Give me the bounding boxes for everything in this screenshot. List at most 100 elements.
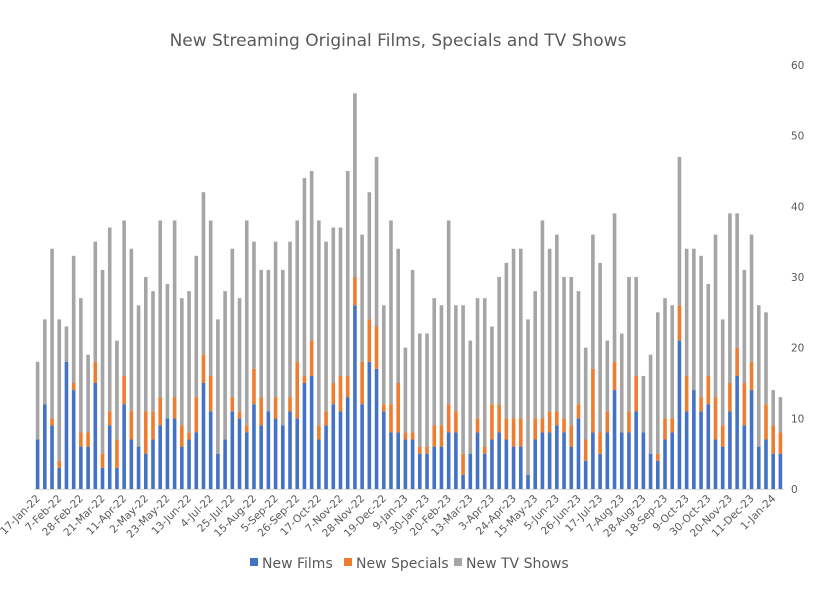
- bar-film-40: [324, 425, 328, 489]
- bar-special-8: [93, 361, 98, 383]
- bar-film-89: [677, 340, 682, 489]
- bar-special-64: [497, 404, 501, 433]
- bar-tv-69: [533, 291, 538, 419]
- bar-tv-66: [511, 248, 516, 419]
- bar-special-7: [86, 432, 90, 447]
- bar-special-73: [562, 418, 566, 433]
- bar-film-27: [230, 411, 235, 489]
- bar-tv-17: [158, 220, 163, 398]
- bar-film-101: [764, 439, 768, 489]
- bar-special-58: [454, 411, 458, 433]
- bar-film-42: [338, 411, 343, 489]
- bar-tv-81: [619, 333, 624, 433]
- bar-film-56: [439, 446, 444, 489]
- bar-special-38: [309, 340, 314, 376]
- bar-film-102: [771, 453, 775, 489]
- bar-special-78: [598, 432, 602, 454]
- bar-film-13: [129, 439, 134, 489]
- bar-film-22: [194, 432, 199, 489]
- bar-film-75: [576, 418, 581, 489]
- bar-tv-32: [266, 269, 271, 412]
- bar-tv-3: [57, 319, 62, 461]
- bar-tv-31: [259, 269, 263, 398]
- bar-special-76: [583, 439, 588, 461]
- bar-film-2: [50, 425, 54, 489]
- bar-special-62: [482, 446, 487, 454]
- x-axis-ticks: 17-Jan-227-Feb-2228-Feb-2221-Mar-2211-Ap…: [0, 492, 779, 540]
- bar-tv-57: [446, 220, 451, 405]
- bar-tv-9: [100, 269, 105, 454]
- y-tick-label: 30: [791, 272, 804, 284]
- y-tick-label: 20: [791, 343, 804, 355]
- bar-film-92: [699, 411, 703, 489]
- bar-special-30: [252, 368, 256, 405]
- bar-special-42: [338, 375, 343, 412]
- bar-film-4: [64, 361, 69, 489]
- bar-special-95: [720, 425, 725, 447]
- bar-film-98: [742, 425, 747, 489]
- bar-film-66: [511, 446, 516, 489]
- bar-special-22: [194, 397, 199, 433]
- bar-film-83: [634, 411, 638, 489]
- bar-tv-28: [237, 298, 242, 412]
- bar-film-59: [461, 474, 465, 489]
- bar-film-55: [432, 446, 437, 489]
- bar-tv-7: [86, 354, 90, 433]
- bar-film-28: [237, 418, 242, 489]
- bar-special-31: [259, 397, 263, 426]
- bar-special-67: [518, 418, 523, 447]
- bar-tv-13: [129, 248, 134, 412]
- bar-film-61: [475, 432, 480, 489]
- y-tick-label: 60: [791, 60, 804, 72]
- bar-film-69: [533, 439, 538, 489]
- bar-special-96: [728, 383, 732, 412]
- bar-special-5: [71, 383, 76, 391]
- bar-special-37: [302, 375, 307, 383]
- bar-film-7: [86, 446, 90, 489]
- bars-group: [35, 93, 783, 489]
- bar-special-23: [201, 354, 206, 383]
- bar-special-94: [713, 397, 718, 440]
- bar-film-20: [180, 446, 184, 489]
- bar-tv-61: [475, 298, 480, 419]
- bar-special-40: [324, 411, 328, 426]
- bar-special-102: [771, 425, 775, 454]
- bar-tv-63: [490, 326, 494, 405]
- bar-tv-16: [151, 291, 155, 412]
- bar-film-1: [43, 404, 47, 489]
- bar-film-24: [208, 411, 213, 489]
- bar-tv-5: [71, 255, 76, 383]
- bar-film-17: [158, 425, 163, 489]
- bar-tv-1: [43, 319, 47, 405]
- bar-special-65: [504, 418, 509, 440]
- bar-special-46: [367, 319, 372, 362]
- bar-special-13: [129, 411, 134, 440]
- bar-film-67: [518, 446, 523, 489]
- bar-tv-87: [663, 298, 667, 419]
- bar-tv-100: [756, 305, 761, 447]
- bar-special-99: [749, 361, 754, 391]
- bar-tv-4: [64, 326, 69, 362]
- bar-tv-10: [107, 227, 112, 412]
- bar-tv-21: [187, 291, 191, 433]
- bar-film-86: [656, 460, 660, 489]
- bar-tv-60: [468, 340, 473, 454]
- y-axis-ticks: 0 10 20 30 40 50 60: [791, 60, 804, 496]
- bar-tv-89: [677, 156, 682, 306]
- bar-film-0: [35, 439, 40, 489]
- bar-tv-23: [201, 192, 206, 355]
- bar-special-92: [699, 397, 703, 412]
- bar-tv-80: [612, 213, 617, 362]
- bar-tv-35: [288, 241, 292, 398]
- bar-film-8: [93, 383, 98, 489]
- bar-film-44: [353, 305, 357, 489]
- bar-special-97: [735, 347, 739, 376]
- bar-special-6: [79, 432, 83, 447]
- bar-tv-51: [403, 347, 408, 433]
- bar-tv-68: [526, 319, 530, 475]
- bar-special-93: [706, 375, 711, 405]
- bar-tv-22: [194, 255, 199, 398]
- bar-tv-95: [720, 319, 725, 426]
- bar-tv-43: [345, 171, 350, 376]
- bar-special-49: [389, 404, 393, 433]
